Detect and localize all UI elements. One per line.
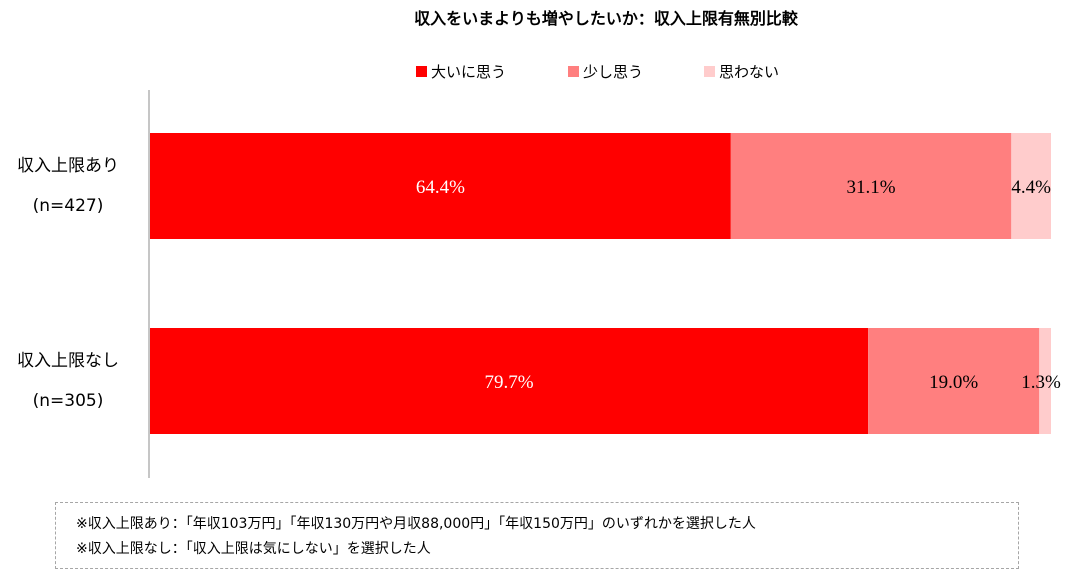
chart: 収入をいまよりも増やしたいか：収入上限有無別比較 大いに思う 少し思う 思わない 6… xyxy=(17,9,1061,478)
legend-label: 思わない xyxy=(719,63,779,81)
bars: 64.4% 31.1% 4.4% 79.7% 19.0% 1.3% xyxy=(150,133,1061,434)
data-label: 79.7% xyxy=(485,372,534,393)
bar-segment xyxy=(730,133,1012,239)
data-label: 1.3% xyxy=(1021,372,1061,393)
footnote-line: ※収入上限あり：「年収103万円」「年収130万円や月収88,000円」「年収1… xyxy=(76,516,756,532)
bar-segment xyxy=(1011,133,1051,239)
category-label: 収入上限あり xyxy=(17,156,119,176)
category-label: 収入上限なし xyxy=(17,351,119,371)
data-label: 31.1% xyxy=(847,177,896,198)
footnote-box: ※収入上限あり：「年収103万円」「年収130万円や月収88,000円」「年収1… xyxy=(55,502,1019,569)
footnote-line: ※収入上限なし：「収入上限は気にしない」を選択した人 xyxy=(76,541,431,557)
chart-title: 収入をいまよりも増やしたいか：収入上限有無別比較 xyxy=(414,9,799,28)
legend-swatch xyxy=(568,66,579,77)
bar-segment xyxy=(150,133,731,239)
bar-segment xyxy=(150,328,869,434)
bar-segment xyxy=(868,328,1040,434)
category-n-label: (n=427) xyxy=(33,196,104,216)
data-label: 64.4% xyxy=(416,177,465,198)
data-label: 19.0% xyxy=(929,372,978,393)
legend-swatch xyxy=(704,66,715,77)
legend-label: 少し思う xyxy=(583,63,643,81)
legend-label: 大いに思う xyxy=(431,63,506,81)
legend: 大いに思う 少し思う 思わない xyxy=(416,63,779,81)
category-n-label: (n=305) xyxy=(33,391,104,411)
legend-swatch xyxy=(416,66,427,77)
bar-segment xyxy=(1039,328,1051,434)
category-labels: 収入上限あり (n=427) 収入上限なし (n=305) xyxy=(17,156,119,411)
data-label: 4.4% xyxy=(1011,177,1051,198)
